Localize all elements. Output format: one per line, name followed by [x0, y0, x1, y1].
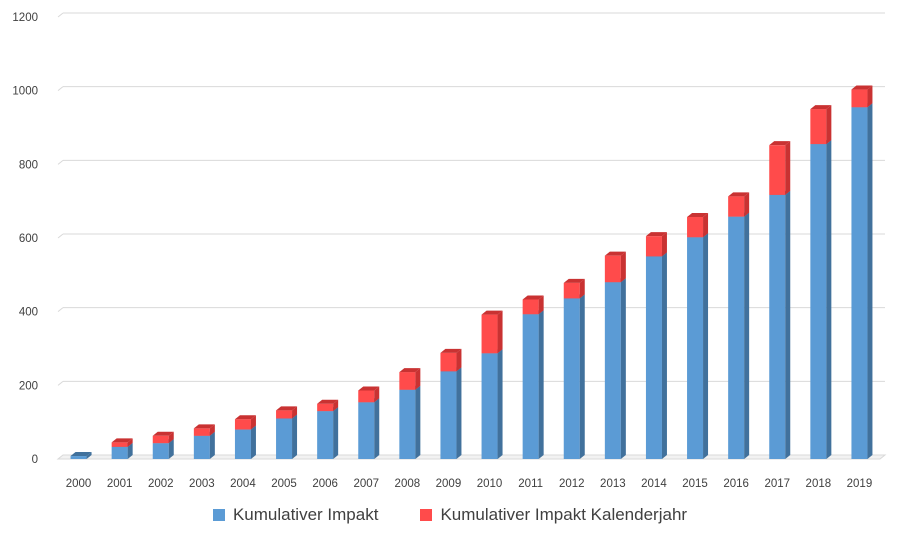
x-tick-label: 2013 — [600, 478, 626, 490]
bar-kalenderjahr-2017 — [769, 141, 791, 195]
x-tick-label: 2004 — [230, 478, 256, 490]
bar-kalenderjahr-2018 — [810, 105, 832, 145]
chart-area: 0 200 400 600 800 1000 1200 2000 2001 2002 2003 200… — [12, 12, 887, 490]
x-tick-label: 2014 — [641, 478, 667, 490]
plot-floor — [56, 454, 887, 460]
bar-kalenderjahr-2007 — [358, 386, 380, 403]
bar-kumulativer-impakt-2007 — [358, 398, 380, 459]
bar-kumulativer-impakt-2011 — [522, 310, 544, 459]
bar-kalenderjahr-2013 — [604, 251, 626, 283]
bar-kalenderjahr-2001 — [111, 438, 133, 447]
y-tick-label: 400 — [19, 307, 38, 319]
legend-swatch-red — [420, 509, 433, 521]
gridlines — [56, 12, 887, 460]
bar-kalenderjahr-2014 — [645, 232, 667, 257]
bar-kumulativer-impakt-2012 — [563, 294, 585, 459]
bar-kumulativer-impakt-2018 — [810, 140, 832, 459]
bar-kalenderjahr-2016 — [728, 192, 750, 217]
gridline-edge — [57, 159, 64, 165]
gridline-edge — [57, 86, 64, 92]
x-tick-label: 2003 — [189, 478, 215, 490]
bar-kumulativer-impakt-2016 — [728, 212, 750, 459]
gridline-edge — [57, 307, 64, 313]
x-tick-label: 2001 — [107, 478, 133, 490]
x-tick-label: 2002 — [148, 478, 174, 490]
legend-item-kumulativer-impakt[interactable]: Kumulativer Impakt — [212, 505, 379, 525]
x-tick-label: 2018 — [806, 478, 832, 490]
bar-kalenderjahr-2005 — [276, 406, 298, 419]
bar-kalenderjahr-2004 — [234, 415, 256, 430]
x-tick-label: 2005 — [271, 478, 297, 490]
x-tick-label: 2009 — [436, 478, 462, 490]
bar-kumulativer-impakt-2010 — [481, 349, 503, 459]
bar-kumulativer-impakt-2005 — [276, 414, 298, 459]
bar-kumulativer-impakt-2000 — [70, 452, 92, 459]
bar-kalenderjahr-2010 — [481, 310, 503, 354]
bar-kalenderjahr-2003 — [193, 424, 215, 436]
bar-kalenderjahr-2006 — [317, 399, 339, 412]
y-tick-label: 1000 — [12, 86, 38, 98]
legend-swatch-blue — [212, 509, 225, 521]
legend: Kumulativer Impakt Kumulativer Impakt Ka… — [0, 505, 900, 525]
bar-kumulativer-impakt-2015 — [687, 233, 709, 459]
bar-kalenderjahr-2012 — [563, 278, 585, 299]
bar-kalenderjahr-2009 — [440, 348, 462, 372]
x-tick-label: 2008 — [395, 478, 421, 490]
x-tick-label: 2019 — [847, 478, 873, 490]
bar-kumulativer-impakt-2014 — [645, 252, 667, 459]
y-tick-label: 200 — [19, 380, 38, 392]
y-tick-label: 1200 — [12, 12, 38, 24]
bar-kumulativer-impakt-2019 — [851, 103, 873, 459]
x-tick-label: 2006 — [312, 478, 338, 490]
bar-kumulativer-impakt-2006 — [317, 407, 339, 459]
bar-kalenderjahr-2015 — [687, 213, 709, 238]
gridline-edge — [57, 380, 64, 386]
legend-label: Kumulativer Impakt Kalenderjahr — [440, 505, 688, 524]
gridline-edge — [57, 233, 64, 239]
gridline-edge — [57, 12, 64, 18]
axis-labels: 0 200 400 600 800 1000 1200 2000 2001 2002 2003 200… — [12, 12, 872, 490]
y-tick-label: 0 — [32, 454, 38, 466]
bar-kalenderjahr-2019 — [851, 85, 873, 108]
x-tick-label: 2017 — [764, 478, 790, 490]
y-tick-label: 600 — [19, 233, 38, 245]
bar-kalenderjahr-2008 — [399, 368, 421, 390]
x-tick-label: 2007 — [353, 478, 379, 490]
x-tick-label: 2016 — [723, 478, 749, 490]
legend-label: Kumulativer Impakt — [232, 505, 379, 524]
bar-kumulativer-impakt-2004 — [234, 425, 256, 459]
x-tick-label: 2010 — [477, 478, 503, 490]
bar-kumulativer-impakt-2017 — [769, 190, 791, 459]
bar-kalenderjahr-2002 — [152, 431, 174, 444]
x-tick-label: 2012 — [559, 478, 585, 490]
bar-kumulativer-impakt-2003 — [193, 431, 215, 459]
x-tick-label: 2015 — [682, 478, 708, 490]
x-tick-label: 2000 — [66, 478, 92, 490]
bar-kumulativer-impakt-2008 — [399, 385, 421, 459]
legend-item-kumulativer-impakt-kalenderjahr[interactable]: Kumulativer Impakt Kalenderjahr — [420, 505, 687, 525]
x-tick-label: 2011 — [518, 478, 543, 490]
bar-series — [70, 85, 873, 459]
bar-kalenderjahr-2011 — [522, 295, 544, 315]
y-tick-label: 800 — [19, 159, 38, 171]
bar-kumulativer-impakt-2013 — [604, 278, 626, 459]
bar-kumulativer-impakt-2009 — [440, 367, 462, 459]
